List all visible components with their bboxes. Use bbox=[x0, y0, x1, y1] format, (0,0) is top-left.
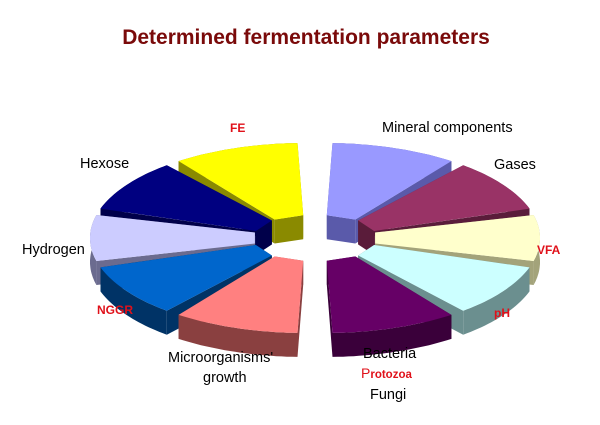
label-vfa: VFA bbox=[537, 243, 561, 257]
slice-ph-top bbox=[358, 245, 530, 311]
slice-microorg-rim bbox=[178, 314, 298, 357]
slice-microorg-top bbox=[178, 256, 304, 333]
slice-fe-inner-wall bbox=[274, 215, 304, 244]
pie-chart-3d bbox=[90, 143, 540, 357]
slice-mineral-inner-wall bbox=[326, 215, 356, 244]
label-fungi: Fungi bbox=[370, 387, 406, 403]
slice-nggr-top bbox=[100, 245, 272, 311]
slice-hydrogen-top bbox=[90, 215, 255, 261]
slice-bacteria-rim bbox=[332, 314, 452, 357]
slice-microorg bbox=[178, 256, 304, 357]
slice-bacteria bbox=[326, 256, 452, 357]
slice-gases-top bbox=[358, 165, 530, 231]
slice-bacteria-cut-face-2 bbox=[326, 260, 333, 357]
label-protozoa: Protozoa bbox=[361, 365, 412, 381]
label-bacteria: Bacteria bbox=[363, 346, 417, 362]
label-microorganisms-line1: Microorganisms' bbox=[168, 350, 273, 366]
label-hexose: Hexose bbox=[80, 156, 129, 172]
label-fe: FE bbox=[230, 121, 245, 135]
label-gases: Gases bbox=[494, 157, 536, 173]
label-microorganisms-line2: growth bbox=[203, 370, 247, 386]
slice-labels: Mineral components Gases VFA pH Bacteria… bbox=[22, 120, 561, 403]
label-nggr: NGGR bbox=[97, 303, 133, 317]
slice-nggr-rim bbox=[100, 267, 167, 335]
slice-vfa-top bbox=[375, 215, 540, 261]
label-ph: pH bbox=[494, 306, 510, 320]
slice-microorg-cut-face bbox=[297, 260, 304, 357]
diagram-title: Determined fermentation parameters bbox=[122, 26, 490, 49]
label-mineral-components: Mineral components bbox=[382, 120, 513, 136]
slice-mineral-top bbox=[326, 143, 452, 220]
label-hydrogen: Hydrogen bbox=[22, 242, 85, 258]
slice-fe-top bbox=[178, 143, 304, 220]
slice-ph-rim bbox=[463, 267, 530, 335]
label-protozoa-rest: rotozoa bbox=[370, 369, 412, 381]
slice-bacteria-top bbox=[326, 256, 452, 333]
label-protozoa-initial: P bbox=[361, 365, 370, 381]
slice-hexose-top bbox=[100, 165, 272, 231]
